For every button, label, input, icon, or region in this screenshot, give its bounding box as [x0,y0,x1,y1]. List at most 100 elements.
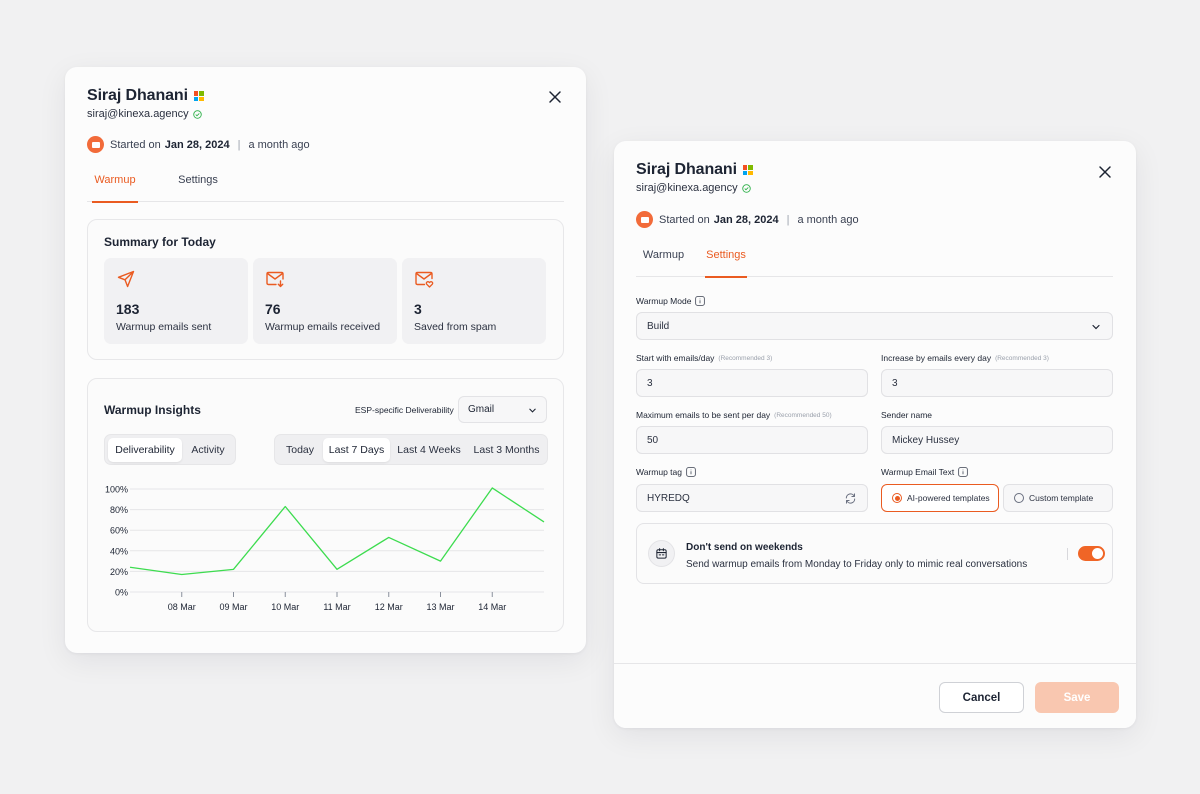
metric-tab-activity[interactable]: Activity [191,444,225,456]
tag-label-row: Warmup tag [636,467,696,477]
tab-settings[interactable]: Settings [705,241,747,278]
range-tab-7-days[interactable]: Last 7 Days [323,438,390,462]
stat-label: Saved from spam [414,321,497,333]
insights-title: Warmup Insights [104,403,201,417]
info-icon[interactable] [695,296,706,306]
esp-label: ESP-specific Deliverability [355,405,454,415]
range-tab-3-months[interactable]: Last 3 Months [473,444,540,456]
custom-template-option[interactable]: Custom template [1003,484,1113,512]
deliverability-chart: 0% 20% 40% 60% 80% 100% 08 Mar 09 Mar 10 Mar 11 M… [105,485,545,612]
y-tick-label: 40% [110,546,128,556]
divider [1067,548,1068,560]
mail-heart-icon [415,271,434,288]
stat-card-sent: 183 Warmup emails sent [104,258,248,344]
y-tick-label: 20% [110,567,128,577]
stat-value: 3 [414,301,422,317]
deliverability-line [129,487,545,576]
max-label-row: Maximum emails to be sent per day (Recom… [636,410,832,420]
sender-label-row: Sender name [881,410,932,420]
microsoft-icon [742,165,753,175]
calendar-icon [648,540,675,567]
stat-label: Warmup emails received [265,321,381,333]
weekend-description: Send warmup emails from Monday to Friday… [686,559,1028,570]
warmup-tag-input[interactable]: HYREDQ [636,484,868,512]
tab-warmup[interactable]: Warmup [642,249,685,261]
start-label-row: Start with emails/day (Recommended 3) [636,353,772,363]
mail-icon [636,211,653,228]
warmup-mode-label: Warmup Mode [636,296,692,306]
started-date: Jan 28, 2024 [164,138,230,151]
sender-label: Sender name [881,410,933,420]
range-toggle: Today Last 7 Days Last 4 Weeks Last 3 Mo… [274,434,548,465]
stat-value: 183 [116,301,140,317]
account-name: Siraj Dhanani [87,87,188,104]
send-icon [117,270,135,288]
account-email-row: siraj@kinexa.agency [636,182,751,194]
settings-card: Siraj Dhanani siraj@kinexa.agency Starte… [614,141,1136,728]
max-hint: (Recommended 50) [774,411,832,419]
chevron-down-icon [529,408,536,413]
warmup-mode-value: Build [647,320,670,332]
metric-tab-deliverability[interactable]: Deliverability [108,438,182,462]
summary-panel: Summary for Today 183 Warmup emails sent… [87,219,564,360]
x-tick-label: 11 Mar [323,602,350,612]
tab-warmup[interactable]: Warmup [92,166,138,203]
increase-label-row: Increase by emails every day (Recommende… [881,353,1049,363]
started-date: Jan 28, 2024 [713,213,779,226]
metric-toggle: Deliverability Activity [104,434,236,465]
warmup-mode-select[interactable]: Build [636,312,1113,340]
sender-name-input[interactable]: Mickey Hussey [881,426,1113,454]
mail-received-icon [266,271,284,288]
x-tick-label: 10 Mar [271,602,299,612]
x-tick-label: 09 Mar [219,602,247,612]
start-emails-value: 3 [647,377,653,389]
y-tick-label: 0% [115,588,128,598]
refresh-icon[interactable] [844,492,857,505]
max-emails-value: 50 [647,434,659,446]
increase-emails-input[interactable]: 3 [881,369,1113,397]
weekend-toggle[interactable] [1078,546,1105,561]
microsoft-icon [193,91,204,101]
tab-settings[interactable]: Settings [178,174,218,186]
esp-select-value: Gmail [468,404,495,415]
increase-label: Increase by emails every day [881,353,992,363]
stat-card-spam: 3 Saved from spam [402,258,546,344]
range-tab-4-weeks[interactable]: Last 4 Weeks [397,444,461,456]
close-icon[interactable] [1097,164,1113,180]
started-info: Started on Jan 28, 2024 | a month ago [636,211,859,228]
max-emails-input[interactable]: 50 [636,426,868,454]
range-tab-today[interactable]: Today [285,444,315,456]
started-prefix: Started on [659,213,710,226]
ai-templates-label: AI-powered templates [907,493,990,503]
stat-card-received: 76 Warmup emails received [253,258,397,344]
x-tick-label: 12 Mar [375,602,403,612]
email-text-label-row: Warmup Email Text [881,467,969,477]
y-tick-label: 60% [110,526,128,536]
ai-templates-option[interactable]: AI-powered templates [881,484,999,512]
modal-footer: Cancel Save [614,663,1136,728]
start-hint: (Recommended 3) [718,354,773,362]
tab-bar: Warmup Settings [636,241,1113,278]
info-icon[interactable] [958,467,969,477]
separator: | [786,213,790,226]
started-relative: a month ago [797,213,859,226]
account-name: Siraj Dhanani [636,161,737,178]
tab-bar: Warmup Settings [87,166,564,203]
increase-hint: (Recommended 3) [995,354,1049,362]
verified-check-icon [192,109,202,119]
started-info: Started on Jan 28, 2024 | a month ago [87,136,310,153]
start-label: Start with emails/day [636,353,715,363]
warmup-card: Siraj Dhanani siraj@kinexa.agency Starte… [65,67,586,653]
close-icon[interactable] [547,89,563,105]
info-icon[interactable] [686,467,696,477]
account-header: Siraj Dhanani [636,161,753,179]
start-emails-input[interactable]: 3 [636,369,868,397]
x-tick-label: 14 Mar [478,602,506,612]
started-relative: a month ago [248,138,310,151]
summary-title: Summary for Today [104,235,216,249]
esp-select[interactable]: Gmail [458,396,547,423]
radio-selected-icon [892,493,902,503]
weekend-title: Don't send on weekends [686,542,803,553]
cancel-button[interactable]: Cancel [939,682,1024,713]
save-button[interactable]: Save [1035,682,1119,713]
